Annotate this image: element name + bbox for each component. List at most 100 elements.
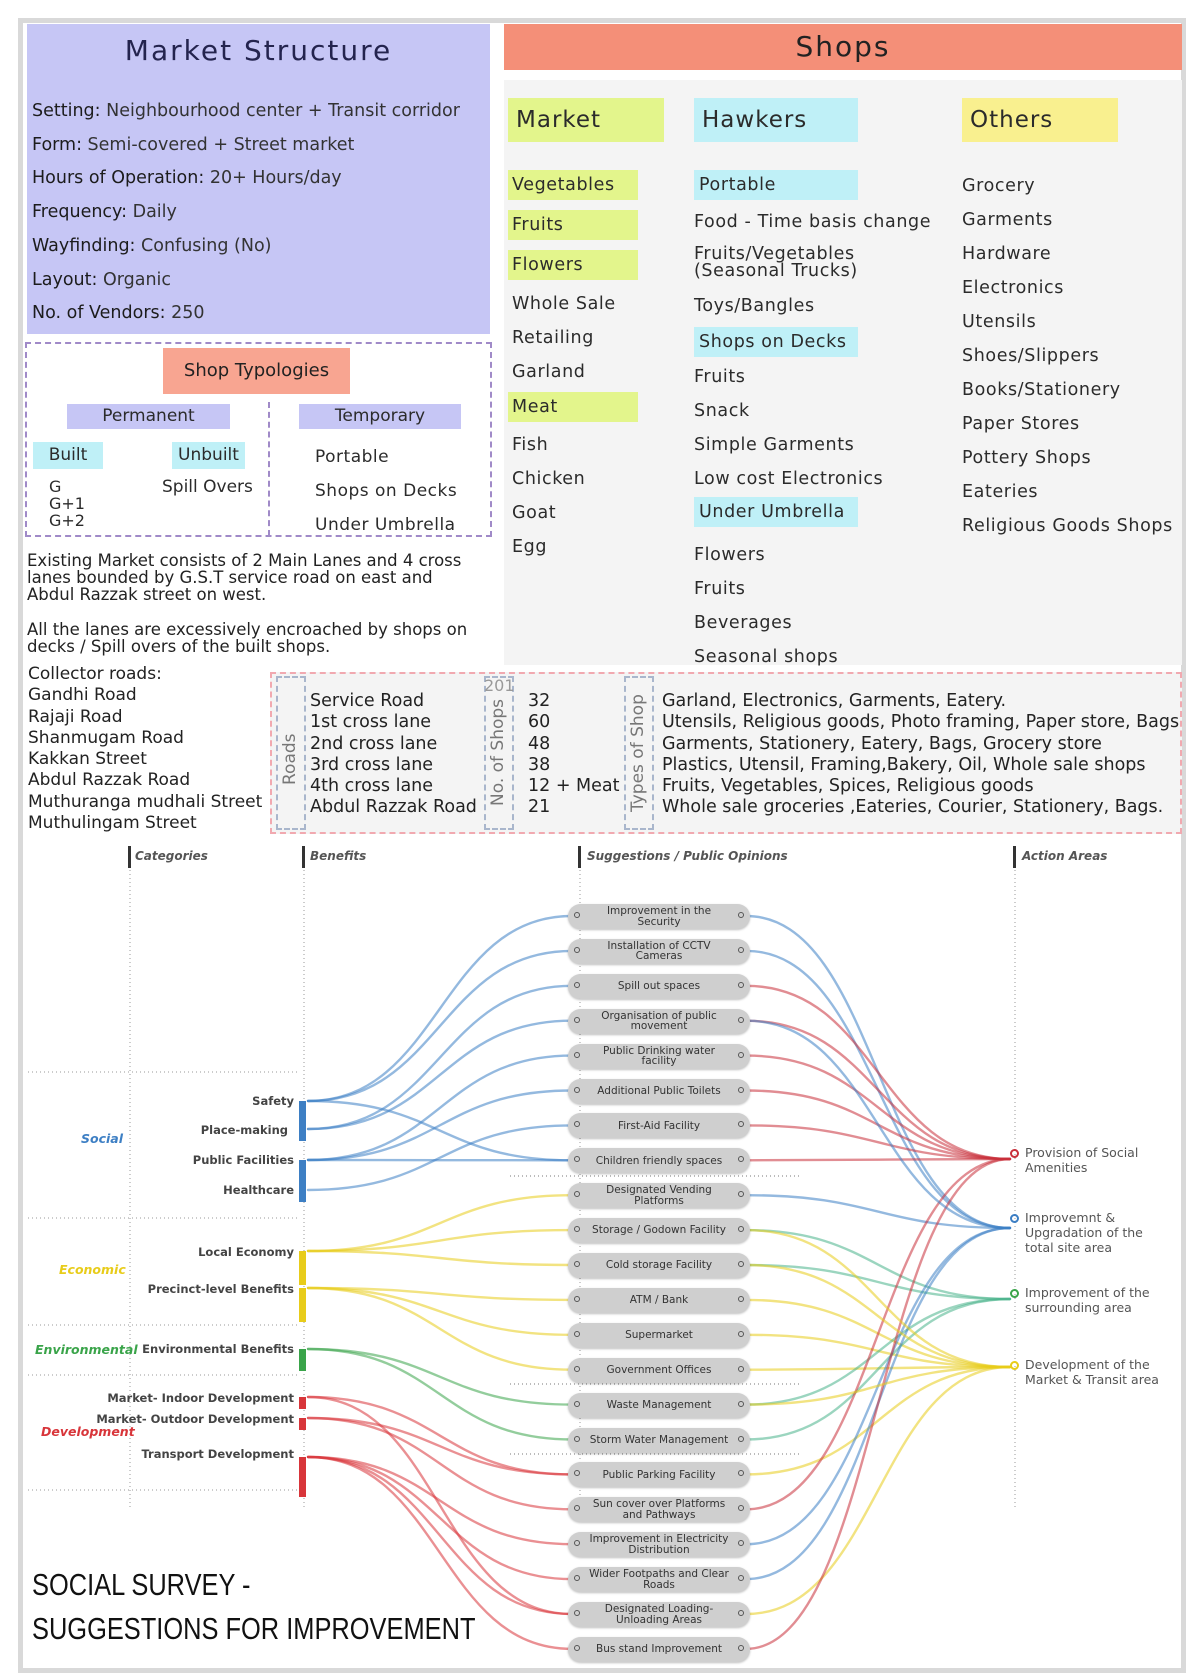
pill-circle-icon: [738, 1016, 744, 1023]
pill-circle-icon: [574, 1016, 580, 1023]
suggestion-label: Improvement in Electricity Distribution: [589, 1533, 729, 1556]
pill-circle-icon: [738, 1261, 744, 1267]
shop-count: 21: [528, 797, 551, 818]
hawkers-item: Portable: [694, 170, 858, 200]
benefit-bar: [299, 1101, 306, 1131]
benefit-bar: [299, 1251, 306, 1285]
others-item: Grocery: [962, 176, 1036, 196]
benefit-link: [306, 1455, 574, 1616]
benefit-bar: [299, 1457, 306, 1497]
permanent-label: Permanent: [67, 404, 230, 429]
pill-circle-icon: [738, 1086, 744, 1093]
pill-circle-icon: [738, 946, 744, 953]
others-item: Pottery Shops: [962, 448, 1092, 468]
benefit-link: [306, 914, 574, 1103]
shop-typologies-box: [25, 342, 492, 537]
action-link: [744, 1054, 1012, 1161]
temporary-item: Portable: [315, 447, 390, 467]
suggestion-pill: Cold storage Facility: [568, 1253, 750, 1278]
action-link: [744, 1297, 1012, 1406]
market-item: Retailing: [512, 328, 594, 348]
pill-circle-icon: [574, 1540, 580, 1547]
benefit-link: [306, 1249, 574, 1267]
pill-circle-icon: [738, 912, 744, 918]
suggestion-pill: Storage / Godown Facility: [568, 1218, 750, 1244]
others-item: Books/Stationery: [962, 380, 1121, 400]
benefit-link: [306, 984, 574, 1131]
actions-header: Action Areas: [1022, 849, 1108, 863]
diagram-title-line: SOCIAL SURVEY -: [32, 1567, 251, 1602]
action-label: Improvemnt & Upgradation of the total si…: [1025, 1210, 1143, 1255]
suggestion-label: Sun cover over Platforms and Pathways: [592, 1498, 726, 1521]
pill-circle-icon: [574, 1365, 580, 1372]
benefit-link: [306, 1089, 574, 1162]
pill-circle-icon: [574, 1191, 580, 1198]
pill-circle-icon: [738, 1505, 744, 1512]
pill-circle-icon: [738, 1156, 744, 1163]
suggestion-pill: Government Offices: [568, 1357, 750, 1383]
benefit-link: [306, 1286, 574, 1336]
suggestion-label: Installation of CCTV Cameras: [607, 939, 711, 963]
pill-circle-icon: [574, 1400, 580, 1407]
pill-circle-icon: [738, 1435, 744, 1442]
action-link: [744, 1365, 1012, 1616]
road-name: Abdul Razzak Road: [310, 797, 477, 818]
categories-marker: [128, 846, 131, 868]
action-label: Provision of Social Amenities: [1025, 1145, 1139, 1175]
suggestion-pill: Organisation of public movement: [568, 1008, 750, 1034]
suggestion-label: Designated Loading-Unloading Areas: [604, 1603, 714, 1626]
shops-title: Shops: [504, 24, 1182, 70]
action-market-transit: Development of the Market & Transit area: [1010, 1357, 1165, 1387]
market-item: Egg: [512, 537, 548, 557]
shop-types: Plastics, Utensil, Framing,Bakery, Oil, …: [662, 754, 1146, 775]
suggestion-label: Designated Vending Platforms: [606, 1184, 712, 1207]
benefit-link: [306, 1455, 574, 1651]
benefit-place-making: Place-making: [200, 1123, 288, 1137]
temporary-item: Shops on Decks: [315, 481, 458, 501]
shop-types: Utensils, Religious goods, Photo framing…: [662, 712, 1180, 733]
collector-road: Abdul Razzak Road: [28, 770, 191, 791]
pill-circle-icon: [574, 1505, 580, 1512]
others-item: Shoes/Slippers: [962, 346, 1100, 366]
pill-circle-icon: [738, 1051, 744, 1058]
pill-circle-icon: [574, 1295, 580, 1302]
pill-circle-icon: [738, 1365, 744, 1372]
diagram-title: SOCIAL SURVEY - SUGGESTIONS FOR IMPROVEM…: [32, 1563, 475, 1651]
pill-circle-icon: [574, 1435, 580, 1442]
action-link: [744, 1365, 1012, 1406]
benefit-bar: [299, 1349, 306, 1371]
suggestion-label: Cold storage Facility: [605, 1259, 713, 1272]
benefit-link: [306, 1099, 574, 1162]
hawkers-item: Fruits: [694, 367, 746, 387]
action-link: [744, 1124, 1012, 1161]
pill-circle-icon: [574, 1330, 580, 1337]
benefit-link: [306, 1347, 574, 1441]
pill-circle-icon: [574, 1470, 580, 1477]
suggestion-label: Spill out spaces: [617, 980, 701, 993]
action-link: [744, 1157, 1012, 1511]
types-list: Garland, Electronics, Garments, Eatery. …: [662, 691, 1179, 819]
benefit-link: [306, 1455, 574, 1581]
action-link: [744, 1263, 1012, 1369]
benefit-bar: [299, 1190, 306, 1202]
action-label: Improvement of the surrounding area: [1025, 1285, 1150, 1315]
benefit-bar: [299, 1160, 306, 1194]
others-item: Paper Stores: [962, 414, 1080, 434]
pill-circle-icon: [574, 1644, 580, 1651]
category-environmental: Environmental: [35, 1342, 138, 1357]
temporary-items: Portable Shops on Decks Under Umbrella: [315, 440, 457, 542]
roads-table: [270, 672, 1182, 834]
benefit-bar: [299, 1129, 306, 1141]
pill-circle-icon: [574, 1051, 580, 1058]
temporary-label: Temporary: [299, 404, 461, 429]
roads-label-box: [276, 676, 306, 830]
hawkers-item: Food - Time basis change: [694, 212, 932, 232]
pill-circle-icon: [738, 1226, 744, 1233]
collector-road: Muthuranga mudhali Street: [28, 791, 263, 812]
categories-header: Categories: [135, 849, 208, 863]
suggestion-label: Waste Management: [606, 1398, 712, 1411]
hawkers-item: Low cost Electronics: [694, 469, 884, 489]
road-name: 2nd cross lane: [310, 733, 438, 754]
suggestion-pill: Installation of CCTV Cameras: [568, 938, 750, 964]
